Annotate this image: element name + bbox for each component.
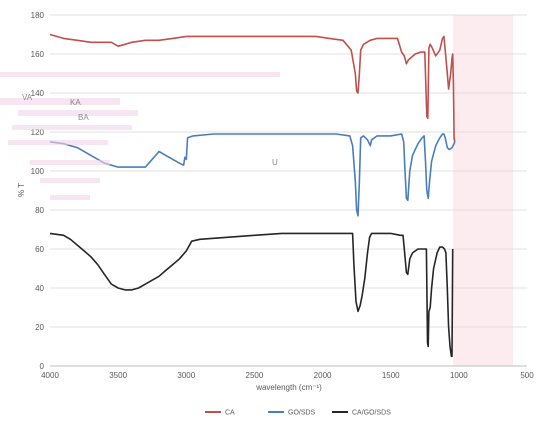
overlay-band bbox=[12, 125, 132, 130]
overlay-band bbox=[0, 98, 120, 105]
series-lines bbox=[49, 33, 456, 358]
x-tick-label: 2500 bbox=[246, 371, 264, 380]
y-tick-label: 60 bbox=[35, 245, 44, 254]
y-tick-label: 140 bbox=[31, 89, 45, 98]
y-tick-label: 160 bbox=[31, 50, 45, 59]
y-tick-label: 120 bbox=[31, 128, 45, 137]
y-tick-label: 0 bbox=[40, 362, 45, 371]
overlay-band bbox=[0, 72, 280, 77]
x-tick-label: 3500 bbox=[109, 371, 127, 380]
overlay-text: BA bbox=[78, 113, 89, 122]
x-tick-label: 2000 bbox=[314, 371, 332, 380]
y-tick-label: 180 bbox=[31, 11, 45, 20]
overlay-band bbox=[40, 178, 100, 183]
tint-band bbox=[453, 15, 513, 366]
y-axis-ticks: 0 20 40 60 80 100 120 140 160 180 bbox=[31, 11, 45, 371]
overlay-artifacts: VA KA BA U bbox=[0, 72, 280, 200]
x-tick-label: 4000 bbox=[41, 371, 59, 380]
y-axis-label: % T bbox=[17, 183, 26, 197]
overlay-text: VA bbox=[22, 93, 33, 102]
y-tick-label: 20 bbox=[35, 323, 44, 332]
series-line-2 bbox=[49, 133, 456, 217]
overlay-band bbox=[8, 140, 108, 145]
x-tick-label: 500 bbox=[520, 371, 534, 380]
y-tick-label: 80 bbox=[35, 206, 44, 215]
overlay-band bbox=[18, 110, 138, 116]
series-line-1 bbox=[49, 33, 456, 142]
x-axis-label: wavelength (cm⁻¹) bbox=[255, 383, 322, 392]
legend: CA GO/SDS CA/GO/SDS bbox=[205, 410, 391, 417]
grid bbox=[50, 14, 527, 367]
x-axis-ticks: 4000 3500 3000 2500 2000 1500 1000 500 bbox=[41, 371, 534, 380]
x-tick-label: 3000 bbox=[177, 371, 195, 380]
x-tick-label: 1000 bbox=[450, 371, 468, 380]
legend-label: CA bbox=[225, 410, 235, 417]
series-line-3 bbox=[49, 232, 454, 358]
legend-label: GO/SDS bbox=[288, 410, 316, 417]
y-tick-label: 100 bbox=[31, 167, 45, 176]
legend-label: CA/GO/SDS bbox=[352, 410, 391, 417]
x-tick-label: 1500 bbox=[382, 371, 400, 380]
overlay-band bbox=[30, 160, 110, 165]
overlay-band bbox=[50, 195, 90, 200]
y-tick-label: 40 bbox=[35, 284, 44, 293]
overlay-text: KA bbox=[70, 98, 81, 107]
overlay-text: U bbox=[272, 158, 278, 167]
